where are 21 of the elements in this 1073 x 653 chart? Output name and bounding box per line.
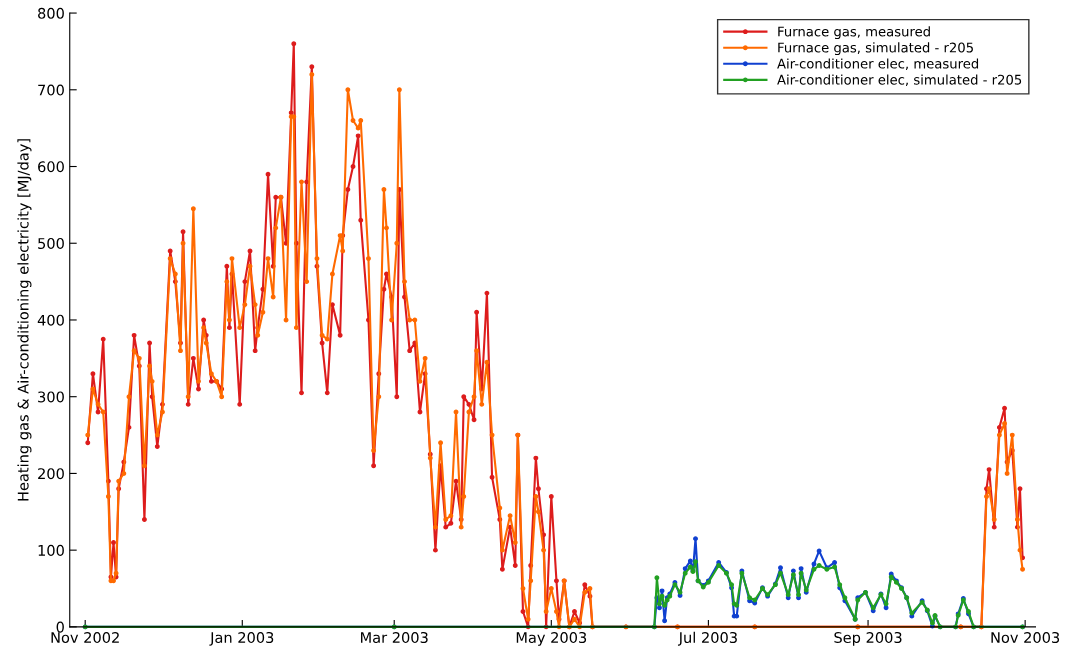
y-tick-label: 700	[38, 84, 64, 96]
y-tick-label: 0	[56, 621, 64, 633]
legend-label: Air-conditioner elec, measured	[777, 58, 979, 70]
y-tick-label: 400	[37, 314, 64, 326]
y-tick-label: 600	[38, 161, 64, 173]
x-tick-label: Jan 2003	[209, 632, 274, 646]
x-tick-label: Nov 2002	[51, 632, 119, 644]
legend-label: Furnace gas, simulated - r205	[778, 42, 973, 56]
legend-label: Furnace gas, measured	[778, 26, 930, 40]
y-tick-label: 100	[38, 544, 64, 556]
x-tick-label: May 2003	[516, 632, 587, 646]
x-tick-label: Mar 2003	[361, 632, 428, 644]
legend-label: Air-conditioner elec, simulated - r205	[777, 74, 1022, 87]
y-axis-title: Heating gas & Air-conditioning electricity [MJ/day]	[17, 139, 32, 501]
y-tick-label: 200	[38, 468, 64, 480]
x-tick-label: Jul 2003	[677, 631, 737, 646]
x-tick-label: Sep 2003	[834, 632, 902, 646]
x-tick-label: Nov 2003	[991, 632, 1060, 644]
y-tick-label: 500	[38, 237, 64, 249]
y-tick-label: 300	[38, 391, 64, 403]
y-tick-label: 800	[38, 7, 64, 19]
